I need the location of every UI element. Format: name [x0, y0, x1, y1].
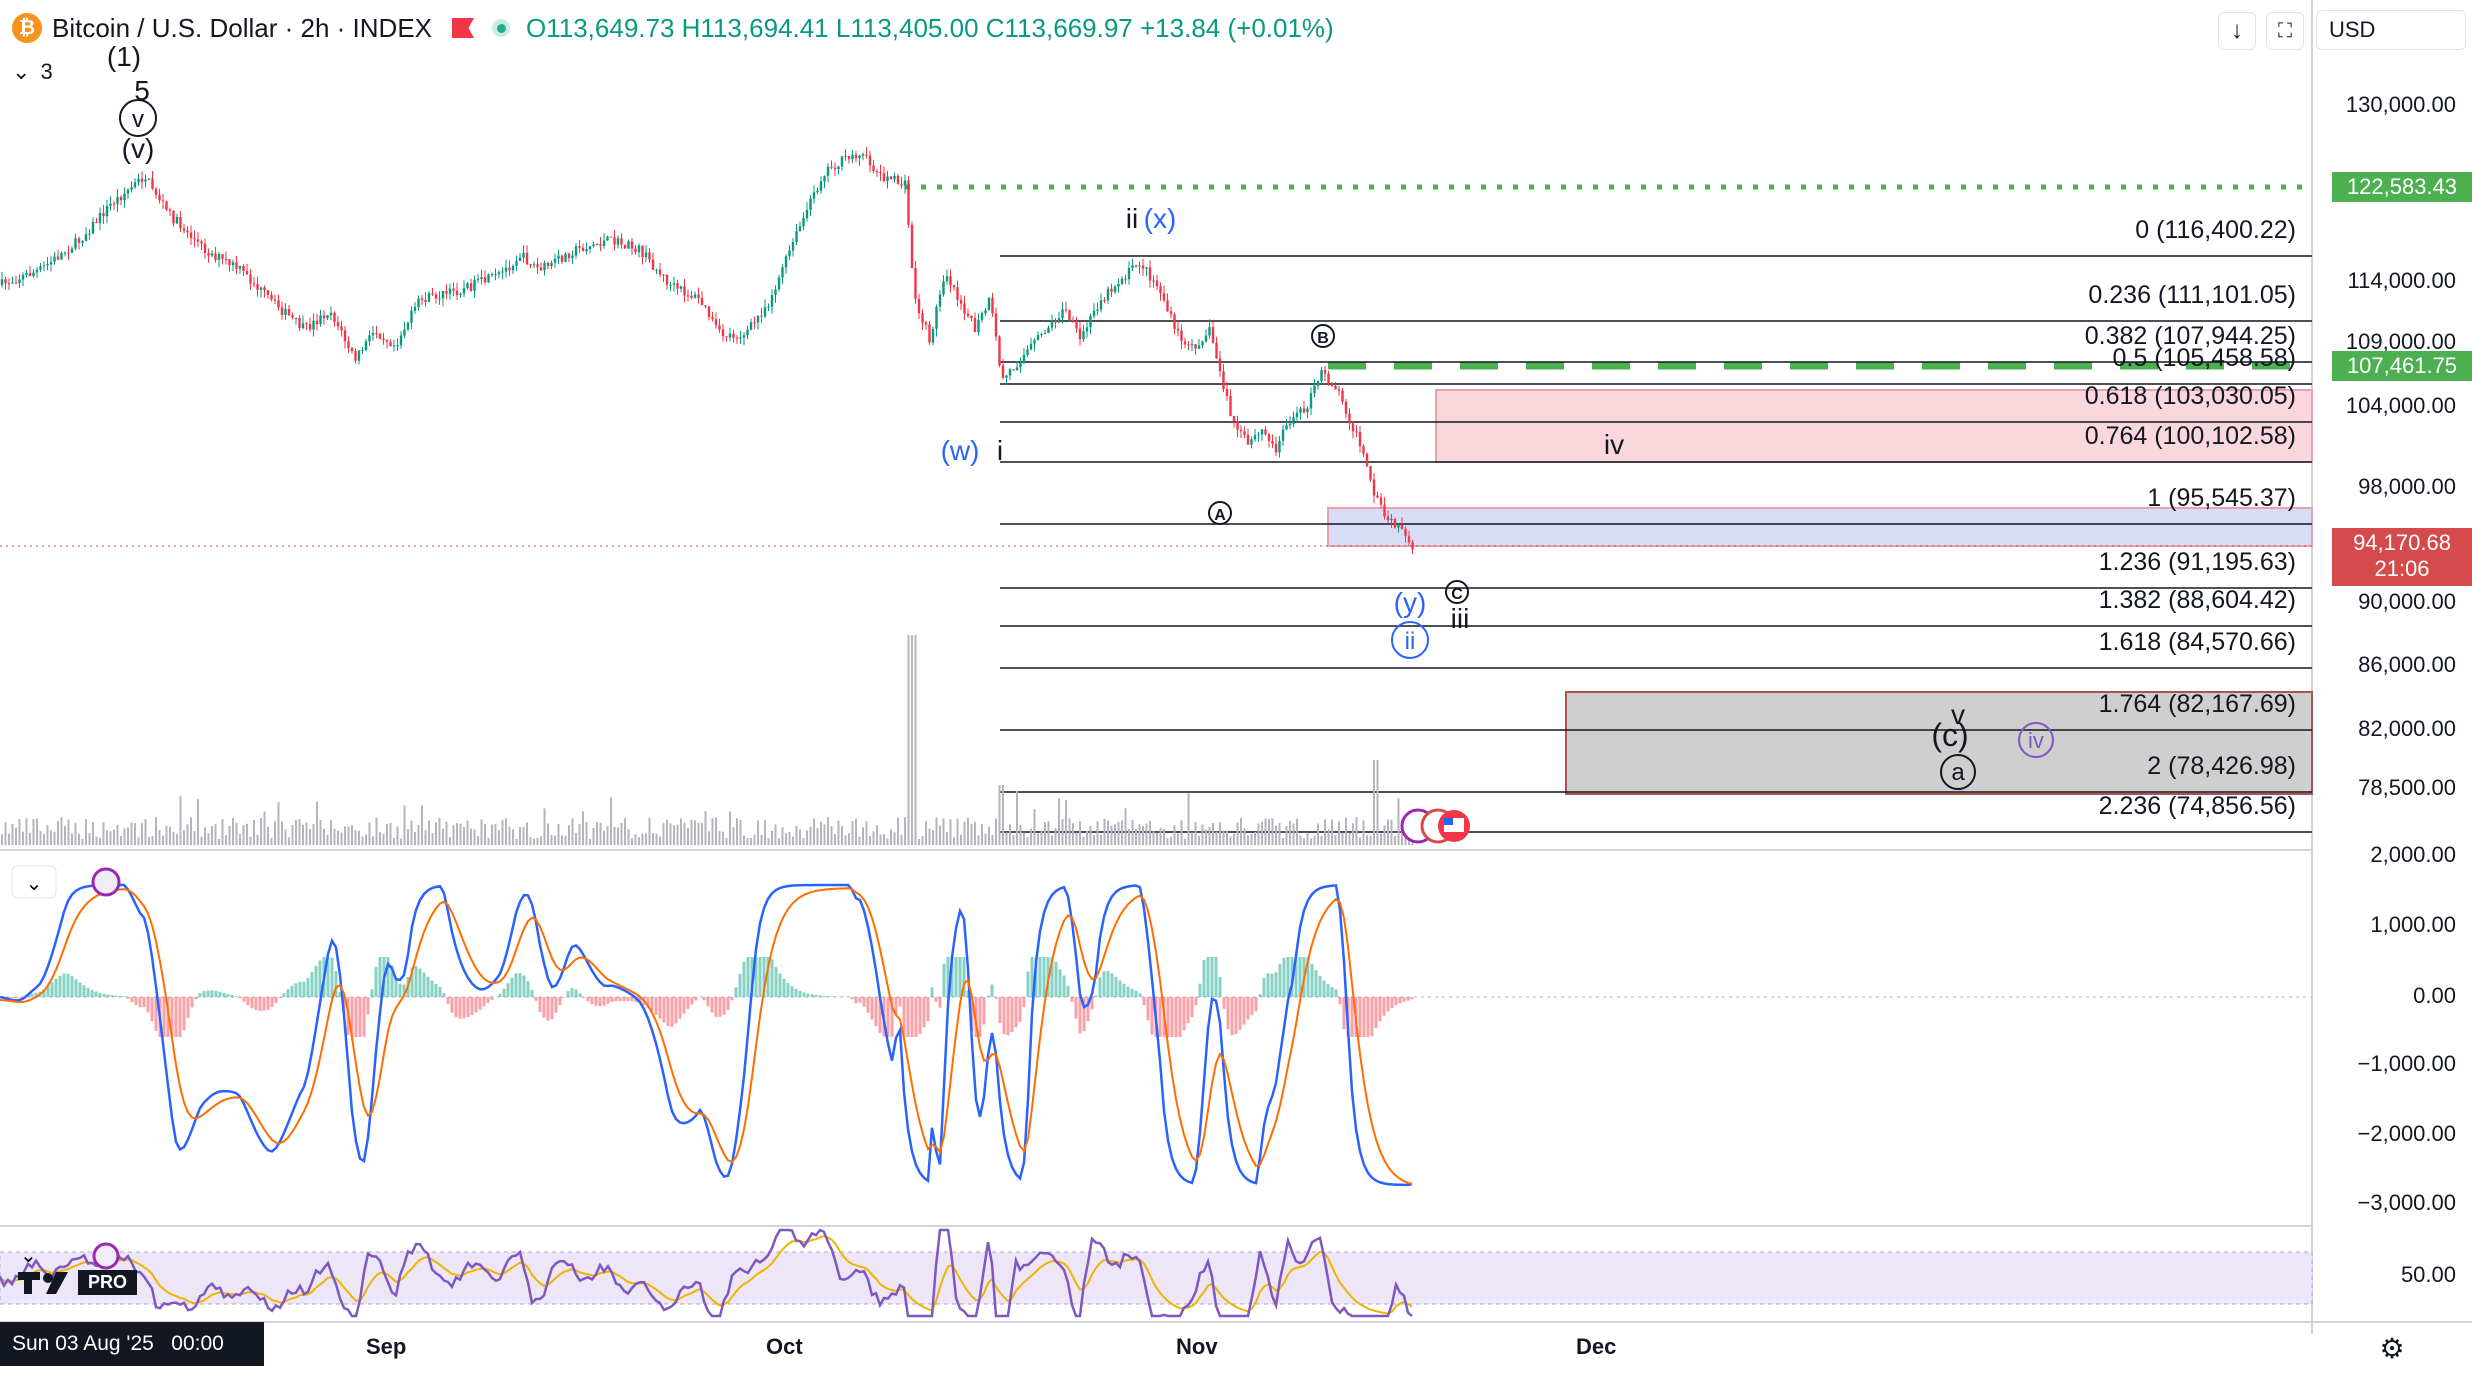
- tradingview-logo[interactable]: PRO: [14, 1268, 138, 1296]
- macd-axis-tick: 1,000.00: [2370, 912, 2456, 937]
- fib-level-label: 1.764 (82,167.69): [2098, 690, 2296, 718]
- wave-label-iv: iv: [1604, 429, 1624, 460]
- fib-level-label: 1.382 (88,604.42): [2098, 586, 2296, 614]
- fib-level-label: 0.382 (107,944.25): [2084, 322, 2296, 350]
- wave-label-v-paren: (v): [122, 133, 155, 164]
- wave-label-v: v: [1951, 699, 1965, 730]
- indicators-toggle[interactable]: ⌄ 3: [12, 56, 72, 88]
- fib-level-label: 1.618 (84,570.66): [2098, 628, 2296, 656]
- svg-text:⌄: ⌄: [26, 873, 43, 895]
- price-axis-tick: 109,000.00: [2345, 329, 2456, 354]
- wave-label-v-circle: v: [132, 106, 144, 133]
- last-price-tag: 94,170.68 21:06: [2332, 528, 2472, 586]
- volume-bars: [1, 635, 1414, 845]
- macd-pane-controls: ⌄: [11, 865, 121, 899]
- ohlc-low: L113,405.00: [835, 12, 979, 43]
- resistance-price-tag: 122,583.43: [2332, 172, 2472, 202]
- wave-label-y: (y): [1394, 587, 1427, 618]
- last-price-value: 94,170.68: [2353, 530, 2451, 555]
- macd-axis-tick: −1,000.00: [2357, 1051, 2456, 1076]
- bitcoin-icon: ₿: [12, 13, 42, 43]
- fib-level-label: 0.236 (111,101.05): [2088, 281, 2296, 309]
- time-label-dec: Dec: [1576, 1334, 1617, 1359]
- price-axis-tick: 104,000.00: [2345, 393, 2456, 418]
- indicator-count: 3: [40, 59, 53, 84]
- wave-label-1: (1): [107, 41, 141, 72]
- currency-selector[interactable]: USD: [2316, 10, 2466, 50]
- wave-label-i: i: [997, 435, 1003, 466]
- price-axis-tick: 114,000.00: [2347, 268, 2456, 293]
- fib-level-label: 0 (116,400.22): [2135, 216, 2296, 244]
- settings-gear-icon[interactable]: ⚙: [2379, 1332, 2405, 1364]
- price-change: +13.84 (+0.01%): [1140, 12, 1334, 43]
- wave-label-C: C: [1451, 586, 1463, 603]
- ohlc-high: H113,694.41: [681, 12, 829, 43]
- fib-level-label: 0.618 (103,030.05): [2084, 382, 2296, 410]
- pro-badge: PRO: [78, 1269, 138, 1295]
- wave-label-5: 5: [134, 75, 150, 106]
- fib-retracement[interactable]: [1000, 255, 2312, 833]
- wave-label-iii: iii: [1451, 603, 1470, 634]
- candlesticks: [0, 147, 1414, 555]
- level-price-tag: 107,461.75: [2332, 351, 2472, 381]
- wave-label-a: a: [1951, 759, 1965, 786]
- bar-countdown: 21:06: [2374, 556, 2430, 581]
- time-label-nov: Nov: [1176, 1334, 1218, 1359]
- download-icon[interactable]: ↓: [2218, 12, 2256, 50]
- macd-axis-tick: 2,000.00: [2370, 842, 2456, 867]
- wave-label-A: A: [1214, 507, 1226, 524]
- event-icons[interactable]: [1400, 808, 1470, 844]
- wave-label-ii-circle: ii: [1405, 628, 1416, 655]
- macd-axis-tick: −2,000.00: [2357, 1121, 2456, 1146]
- wave-label-ii: ii: [1126, 203, 1138, 234]
- macd-axis-tick: 0.00: [2413, 983, 2456, 1008]
- ohlc-close: C113,669.97: [985, 12, 1133, 43]
- price-axis-tick: 130,000.00: [2345, 92, 2456, 117]
- chevron-down-icon: ⌄: [12, 59, 31, 84]
- price-axis-tick: 98,000.00: [2358, 474, 2456, 499]
- wave-label-x: (x): [1144, 203, 1177, 234]
- crosshair-time-label: Sun 03 Aug '25 00:00: [0, 1322, 264, 1366]
- market-status-icon[interactable]: [492, 19, 510, 37]
- flag-icon[interactable]: [452, 18, 474, 38]
- ohlc-open: O113,649.73: [526, 12, 675, 43]
- wave-label-iv-circle: iv: [2028, 728, 2044, 753]
- fib-level-label: 1.236 (91,195.63): [2098, 548, 2296, 576]
- macd-histogram: [2, 957, 1414, 1037]
- time-label-oct: Oct: [766, 1334, 803, 1359]
- fib-level-label: 2.236 (74,856.56): [2098, 792, 2296, 820]
- chart-legend: ₿ Bitcoin / U.S. Dollar · 2h · INDEX O11…: [0, 0, 2300, 56]
- currency-label: USD: [2329, 17, 2376, 42]
- red-resistance-zone: [1435, 389, 2313, 463]
- blue-support-zone: [1327, 507, 2313, 547]
- price-axis-tick: 86,000.00: [2358, 652, 2456, 677]
- macd-line: [0, 883, 1413, 1187]
- gray-target-zone: [1565, 691, 2313, 795]
- fib-level-label: 2 (78,426.98): [2147, 752, 2296, 780]
- fib-level-label: 1 (95,545.37): [2147, 484, 2296, 512]
- tv-logo-icon: [18, 1272, 68, 1294]
- price-axis-tick: 82,000.00: [2358, 716, 2456, 741]
- price-axis-tick: 90,000.00: [2358, 589, 2456, 614]
- macd-axis-tick: −3,000.00: [2357, 1190, 2456, 1215]
- signal-line: [0, 887, 1413, 1185]
- wave-label-B: B: [1317, 330, 1329, 347]
- rsi-axis-tick: 50.00: [2400, 1262, 2456, 1287]
- rsi-line: [0, 1228, 1413, 1318]
- price-axis-tick: 78,500.00: [2358, 775, 2456, 800]
- symbol-title[interactable]: Bitcoin / U.S. Dollar · 2h · INDEX: [52, 12, 432, 43]
- time-label-sep: Sep: [366, 1334, 407, 1359]
- svg-text:⌄: ⌄: [20, 1245, 37, 1267]
- fib-level-label: 0.5 (105,458.58): [2112, 344, 2296, 372]
- fullscreen-icon[interactable]: ⛶: [2266, 12, 2304, 50]
- wave-label-c: (c): [1931, 717, 1968, 753]
- wave-label-w: (w): [941, 435, 980, 466]
- fib-level-label: 0.764 (100,102.58): [2084, 422, 2296, 450]
- rsi-band: [0, 1251, 2313, 1305]
